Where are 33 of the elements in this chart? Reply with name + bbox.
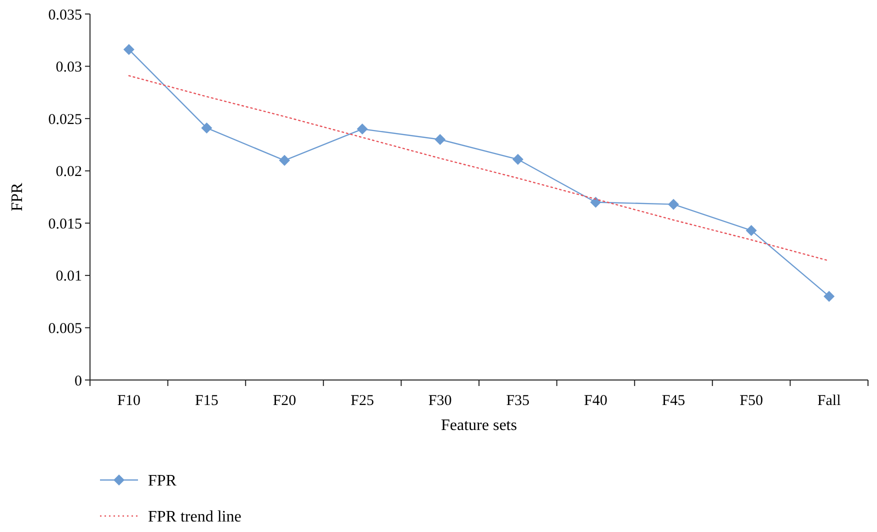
y-tick-label: 0.015: [48, 216, 82, 232]
point: [590, 196, 602, 208]
x-tick-label: F50: [740, 393, 763, 409]
y-tick-label: 0.025: [48, 112, 82, 128]
y-tick-label: 0: [74, 373, 82, 390]
x-tick-label: F40: [584, 393, 608, 409]
point: [512, 154, 524, 165]
point: [434, 134, 446, 145]
point: [668, 198, 679, 210]
x-tick-label: F20: [272, 393, 296, 409]
point: [746, 224, 757, 236]
point: [356, 124, 368, 135]
line-series: [128, 75, 830, 262]
point: [279, 154, 290, 166]
x-tick-label: F45: [662, 393, 686, 409]
x-tick-label: F25: [350, 393, 374, 409]
point: [201, 122, 212, 134]
x-tick-label: F30: [428, 393, 452, 409]
y-axis-title: FPR: [9, 182, 26, 212]
y-tick-label: 0.02: [56, 164, 82, 180]
point: [824, 290, 835, 302]
y-tick-label: 0.01: [56, 268, 82, 285]
y-tick-label: 0.035: [48, 7, 82, 24]
y-tick-label: 0.005: [48, 320, 82, 337]
legend-label: FPR trend line: [148, 508, 242, 526]
x-axis-title: Feature sets: [441, 417, 517, 434]
x-tick-label: Fall: [817, 393, 841, 409]
x-tick-label: F10: [117, 393, 141, 409]
legend-label: FPR: [148, 472, 177, 490]
x-tick-label: F35: [506, 393, 530, 409]
point: [123, 44, 134, 56]
x-tick-label: F15: [195, 393, 218, 409]
y-tick-label: 0.03: [56, 60, 82, 76]
